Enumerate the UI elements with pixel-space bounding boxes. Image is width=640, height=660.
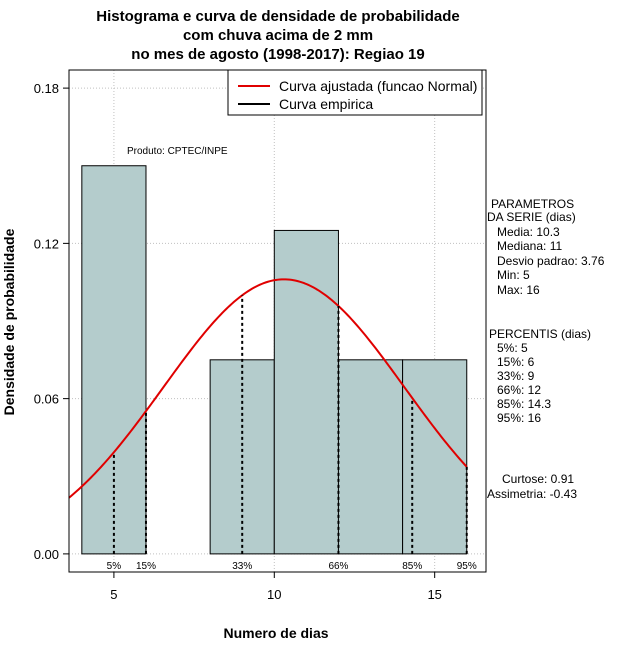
parametros-heading-2: DA SERIE (dias) [487,210,576,224]
percentil-15: 15%: 6 [497,355,535,369]
x-tick-label: 5 [110,587,117,602]
param-min: Min: 5 [497,268,530,282]
percentis-heading: PERCENTIS (dias) [489,327,591,341]
chart-title-line-2: com chuva acima de 2 mm [183,27,373,44]
chart-title-line-1: Histograma e curva de densidade de proba… [96,8,459,25]
shape-stats-panel: Curtose: 0.91 Assimetria: -0.43 [487,472,577,501]
x-tick-label: 10 [267,587,281,602]
y-axis-title: Densidade de probabilidade [1,228,17,415]
fitted-curve-layer [68,278,468,499]
parametros-panel: PARAMETROS DA SERIE (dias) Media: 10.3 M… [487,197,605,297]
percentile-label: 15% [136,561,156,572]
param-desvio: Desvio padrao: 3.76 [497,254,605,268]
chart-title-line-3: no mes de agosto (1998-2017): Regiao 19 [131,46,424,63]
parametros-heading-1: PARAMETROS [491,197,574,211]
param-max: Max: 16 [497,283,540,297]
y-tick-label: 0.00 [34,547,59,562]
fitted-normal-curve [68,278,468,499]
x-axis-title: Numero de dias [223,625,328,641]
histogram-bar [81,165,147,555]
param-media: Media: 10.3 [497,225,560,239]
y-tick-label: 0.12 [34,236,59,251]
percentile-label: 33% [232,561,252,572]
legend-box [227,69,483,116]
assimetria-stat: Assimetria: -0.43 [487,487,577,501]
percentile-label: 66% [328,561,348,572]
percentil-33: 33%: 9 [497,369,535,383]
percentile-label: 85% [402,561,422,572]
percentil-85: 85%: 14.3 [497,397,551,411]
percentile-label: 5% [107,561,122,572]
percentile-markers: 5% 15% 33% 66% 85% 95% [107,295,477,572]
legend: Curva ajustada (funcao Normal) Curva emp… [227,69,483,116]
percentil-95: 95%: 16 [497,411,541,425]
curtose-stat: Curtose: 0.91 [502,472,574,486]
percentile-label: 95% [457,561,477,572]
percentil-5: 5%: 5 [497,341,528,355]
percentil-66: 66%: 12 [497,383,541,397]
y-tick-label: 0.06 [34,392,59,407]
y-tick-label: 0.18 [34,81,59,96]
legend-fitted-label: Curva ajustada (funcao Normal) [279,78,477,94]
legend-empirical-label: Curva empirica [279,96,373,112]
histogram-bar [402,359,468,555]
histogram-bar [337,359,404,555]
param-mediana: Mediana: 11 [497,239,562,253]
product-annotation: Produto: CPTEC/INPE [127,146,228,157]
percentis-panel: PERCENTIS (dias) 5%: 5 15%: 6 33%: 9 66%… [489,327,591,425]
x-tick-label: 15 [427,587,441,602]
